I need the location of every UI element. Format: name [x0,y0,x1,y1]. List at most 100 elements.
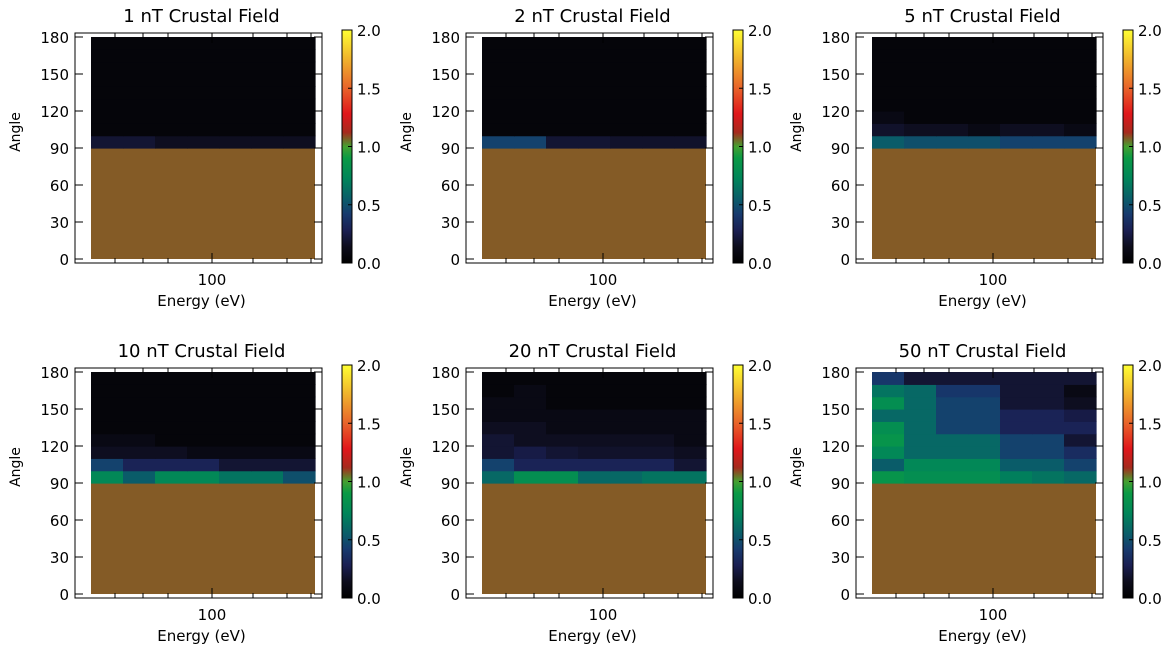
heatmap-cell [904,98,937,112]
heatmap-cell [1064,61,1097,75]
heatmap-cell [482,49,515,63]
heatmap-cell [219,384,252,398]
heatmap-cell [1064,111,1097,124]
heatmap-cell [251,433,284,447]
heatmap-cell [546,61,579,75]
y-tick-label: 180 [431,364,460,382]
y-tick-label: 180 [40,364,69,382]
y-tick-label: 60 [50,512,69,530]
heatmap-cell [578,98,611,112]
heatmap-cell [91,372,124,385]
heatmap-cell [904,372,937,385]
heatmap-cell [155,98,188,112]
heatmap-cell [514,49,547,63]
heatmap-cell [610,123,643,137]
heatmap-cell [674,74,707,87]
heatmap-cell [155,86,188,100]
heatmap-cell [610,446,643,459]
heatmap-cell [1032,421,1065,435]
heatmap-cell [123,446,156,459]
heatmap-panel-5: 0 30 60 90 120 150 180 100 20 nT Crustal Field En… [399,341,772,645]
heatmap-cell [1032,49,1065,63]
heatmap-cell [283,74,316,87]
heatmap-cell [1000,74,1033,87]
heatmap-cell [610,98,643,112]
heatmap-cell [1064,49,1097,63]
heatmap-cell [642,372,675,385]
heatmap-cell [155,384,188,398]
heatmap-cell [219,458,252,472]
heatmap-cell [514,37,547,50]
heatmap-cell [1032,458,1065,472]
heatmap-cell [1032,384,1065,398]
chart-title: 1 nT Crustal Field [123,6,279,27]
y-tick-label: 150 [40,66,69,84]
heatmap-cell [514,98,547,112]
heatmap-cell [482,372,515,385]
chart-title: 10 nT Crustal Field [118,341,286,362]
colorbar-tick-label: 2.0 [748,357,772,375]
colorbar-tick-label: 1.0 [357,139,381,157]
heatmap-cell [674,135,707,149]
heatmap-cell [578,49,611,63]
heatmap-cell [251,123,284,137]
heatmap-cell [187,111,220,124]
heatmap-cell [674,384,707,398]
heatmap-cell [123,86,156,100]
heatmap-cell [123,396,156,410]
heatmap-cell [1000,37,1033,50]
heatmap-cell [546,446,579,459]
heatmap-cell [1064,123,1097,137]
heatmap-cell [123,61,156,75]
heatmap-cell [546,372,579,385]
heatmap-cell [187,74,220,87]
heatmap-cell [514,74,547,87]
colorbar-tick-label: 0.0 [748,255,772,273]
heatmap-cell [578,458,611,472]
heatmap-cell [642,86,675,100]
heatmap-cell [1000,421,1033,435]
heatmap-cell [187,86,220,100]
heatmap-cell [610,61,643,75]
colorbar-tick-label: 2.0 [357,22,381,40]
y-tick-label: 90 [441,475,460,493]
heatmap-cell [123,384,156,398]
heatmap-cell [610,433,643,447]
heatmap-cell [283,135,316,149]
heatmap-cell [578,74,611,87]
y-tick-label: 90 [831,140,850,158]
heatmap-cell [123,458,156,472]
heatmap-cell [1064,409,1097,422]
heatmap-cell [936,123,969,137]
y-axis-label: Angle [399,447,415,487]
heatmap-cell [1064,433,1097,447]
colorbar-tick-label: 0.0 [357,590,381,608]
x-tick-label: 100 [198,606,227,624]
heatmap-cell [1064,37,1097,50]
y-tick-label: 150 [431,66,460,84]
heatmap-cell [674,86,707,100]
heatmap-cell [123,421,156,435]
heatmap-cell [251,409,284,422]
x-axis-label: Energy (eV) [548,627,636,645]
heatmap-cell [642,49,675,63]
heatmap-cell [610,37,643,50]
heatmap-cell [123,49,156,63]
heatmap-cell [1000,86,1033,100]
heatmap-cell [155,74,188,87]
heatmap-cell [1000,123,1033,137]
heatmap-cell [482,421,515,435]
heatmap-cell [91,111,124,124]
heatmap-cell [283,384,316,398]
heatmap-cell [514,61,547,75]
heatmap-cell [904,458,937,472]
y-tick-label: 60 [441,177,460,195]
heatmap-cell [514,421,547,435]
heatmap-cell [1032,86,1065,100]
y-tick-label: 120 [821,103,850,121]
heatmap-cell [1064,86,1097,100]
heatmap-cell [578,61,611,75]
heatmap-cell [674,433,707,447]
heatmap-cell [91,433,124,447]
heatmap-cell [642,61,675,75]
